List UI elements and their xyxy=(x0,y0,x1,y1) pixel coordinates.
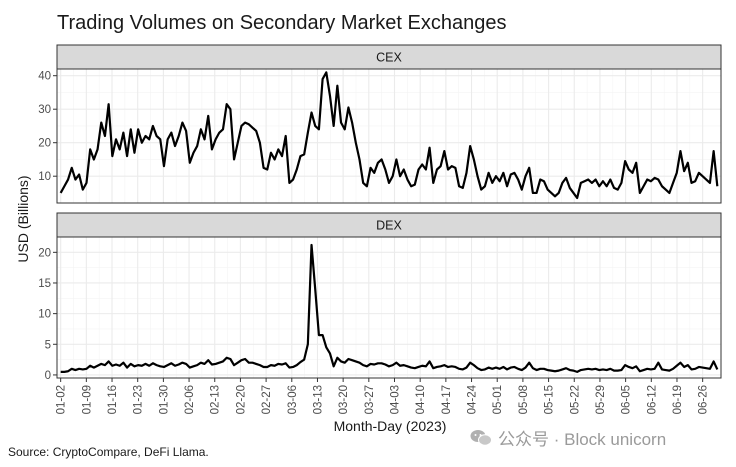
x-tick-label: 04-03 xyxy=(390,385,402,414)
chart-title: Trading Volumes on Secondary Market Exch… xyxy=(57,12,507,34)
facet-strip xyxy=(56,44,722,70)
y-tick-label: 5 xyxy=(45,339,51,351)
panel-dex: DEX 0 5 10 15 20 xyxy=(38,212,722,382)
y-tick-label: 10 xyxy=(38,309,51,321)
x-tick-label: 03-27 xyxy=(364,385,376,414)
x-tick-label: 06-05 xyxy=(621,385,633,414)
y-tick-label: 10 xyxy=(38,171,51,183)
x-tick-label: 01-23 xyxy=(133,385,145,414)
facet-strip xyxy=(56,212,722,238)
x-axis-title: Month-Day (2023) xyxy=(334,418,447,434)
x-tick-label: 03-13 xyxy=(313,385,325,414)
x-tick-label: 02-06 xyxy=(184,385,196,414)
x-tick-label: 05-15 xyxy=(544,385,556,414)
x-tick-label: 03-20 xyxy=(338,385,350,414)
x-tick-label: 06-19 xyxy=(672,385,684,414)
x-tick-label: 04-24 xyxy=(467,384,479,414)
facet-strip-label: DEX xyxy=(376,219,402,233)
watermark-text: 公众号 · Block unicorn xyxy=(498,430,667,449)
series-line-cex xyxy=(59,71,719,200)
y-axis-title: USD (Billions) xyxy=(15,175,31,262)
facet-strip-label: CEX xyxy=(376,51,402,65)
x-tick-label: 05-01 xyxy=(492,385,504,414)
x-tick-label: 01-02 xyxy=(56,385,68,414)
x-tick-label: 01-09 xyxy=(81,385,93,414)
x-tick-label: 05-22 xyxy=(569,385,581,414)
x-tick-label: 04-10 xyxy=(415,385,427,414)
x-tick-label: 04-17 xyxy=(441,385,453,414)
y-tick-label: 20 xyxy=(38,247,51,259)
panel-background xyxy=(57,237,721,378)
x-tick-label: 05-08 xyxy=(518,385,530,414)
x-tick-label: 01-16 xyxy=(107,385,119,414)
source-note: Source: CryptoCompare, DeFi Llama. xyxy=(8,445,209,459)
watermark: 公众号 · Block unicorn xyxy=(470,425,666,450)
x-tick-label: 01-30 xyxy=(158,385,170,414)
x-tick-label: 02-27 xyxy=(261,385,273,414)
y-tick-label: 40 xyxy=(38,71,51,83)
y-tick-label: 0 xyxy=(45,370,51,382)
wechat-icon xyxy=(470,429,492,446)
y-tick-label: 30 xyxy=(38,104,51,116)
x-tick-label: 06-12 xyxy=(646,385,658,414)
x-tick-label: 02-13 xyxy=(210,385,222,414)
x-tick-label: 02-20 xyxy=(235,385,247,414)
x-tick-label: 03-06 xyxy=(287,385,299,414)
x-tick-label: 05-29 xyxy=(595,385,607,414)
y-tick-label: 20 xyxy=(38,138,51,150)
x-tick-label: 06-26 xyxy=(698,385,710,414)
panel-cex: CEX 10 20 30 40 xyxy=(38,44,722,204)
series-line-dex xyxy=(60,243,719,373)
y-tick-label: 15 xyxy=(38,278,51,290)
